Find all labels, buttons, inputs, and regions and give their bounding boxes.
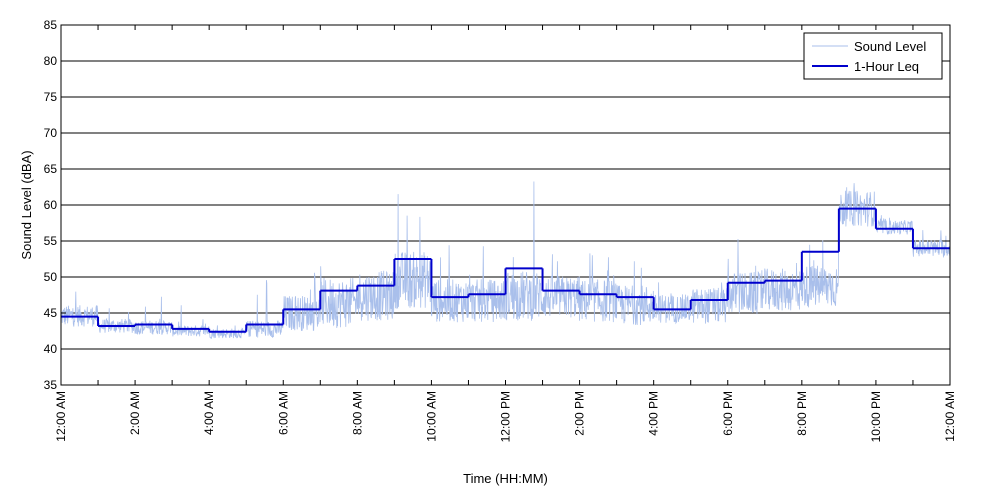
legend-label-sound-level: Sound Level bbox=[854, 39, 926, 54]
y-axis-title: Sound Level (dBA) bbox=[19, 150, 34, 259]
y-tick-label-50: 50 bbox=[44, 270, 58, 284]
x-tick-label-10: 8:00 PM bbox=[795, 391, 809, 436]
y-tick-label-55: 55 bbox=[44, 234, 58, 248]
x-tick-label-3: 6:00 AM bbox=[276, 391, 290, 435]
x-tick-label-2: 4:00 AM bbox=[202, 391, 216, 435]
x-tick-label-4: 8:00 AM bbox=[350, 391, 364, 435]
y-tick-label-85: 85 bbox=[44, 18, 58, 32]
y-tick-label-45: 45 bbox=[44, 306, 58, 320]
x-tick-label-9: 6:00 PM bbox=[721, 391, 735, 436]
y-tick-label-80: 80 bbox=[44, 54, 58, 68]
y-tick-label-40: 40 bbox=[44, 342, 58, 356]
legend: Sound Level 1-Hour Leq bbox=[803, 32, 943, 80]
legend-box bbox=[803, 32, 943, 80]
x-tick-label-6: 12:00 PM bbox=[499, 391, 513, 442]
x-axis: 12:00 AM 2:00 AM 4:00 AM 6:00 AM 8:00 AM 10:0… bbox=[54, 25, 957, 442]
x-tick-label-0: 12:00 AM bbox=[54, 391, 68, 442]
y-tick-label-60: 60 bbox=[44, 198, 58, 212]
y-tick-label-35: 35 bbox=[44, 378, 58, 392]
y-tick-label-75: 75 bbox=[44, 90, 58, 104]
legend-label-1-hour-leq: 1-Hour Leq bbox=[854, 59, 919, 74]
x-tick-label-1: 2:00 AM bbox=[128, 391, 142, 435]
y-tick-label-65: 65 bbox=[44, 162, 58, 176]
x-axis-title: Time (HH:MM) bbox=[463, 471, 548, 486]
y-tick-label-70: 70 bbox=[44, 126, 58, 140]
series-1-hour-leq bbox=[61, 207, 950, 333]
x-tick-label-11: 10:00 PM bbox=[869, 391, 883, 442]
x-tick-label-12: 12:00 AM bbox=[943, 391, 957, 442]
x-tick-label-5: 10:00 AM bbox=[424, 391, 438, 442]
x-tick-label-7: 2:00 PM bbox=[573, 391, 587, 436]
y-axis: 35 40 45 50 55 60 65 70 75 80 85 bbox=[44, 18, 950, 392]
x-tick-label-8: 4:00 PM bbox=[647, 391, 661, 436]
